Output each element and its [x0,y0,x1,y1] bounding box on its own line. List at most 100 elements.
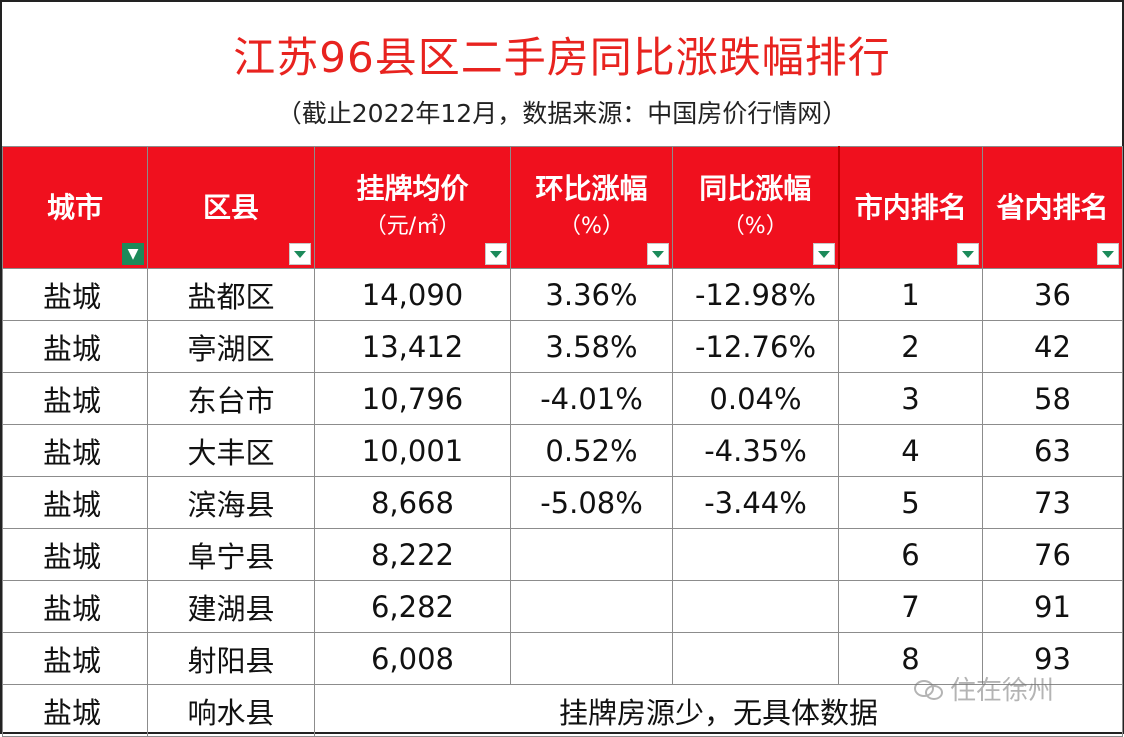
filter-dropdown-icon[interactable] [289,243,311,265]
column-header-label: 市内排名 [854,190,967,224]
chevron-down-icon [962,250,974,258]
column-header-label: 省内排名 [996,190,1109,224]
filter-dropdown-icon[interactable] [1097,243,1119,265]
table-row: 盐城 响水县 挂牌房源少，无具体数据 [2,684,1123,737]
cell-price[interactable]: 10,796 [314,372,511,425]
cell-price[interactable]: 8,222 [314,528,511,581]
chevron-down-icon [294,250,306,258]
column-header-yoy: 同比涨幅 （%） [672,146,840,269]
ranking-table: 城市 ▼ 区县 挂牌均价 （元/㎡） 环比涨幅 （%） [2,146,1123,737]
column-header-label: 环比涨幅 [535,171,648,205]
funnel-icon: ▼ [127,246,139,262]
cell-yoy[interactable]: -12.76% [672,320,839,373]
filter-dropdown-icon[interactable] [812,243,835,265]
cell-province-rank[interactable]: 58 [982,372,1123,425]
cell-city[interactable]: 盐城 [2,320,148,373]
filter-dropdown-icon[interactable] [957,243,979,265]
cell-district[interactable]: 响水县 [147,684,315,737]
header-row: 城市 ▼ 区县 挂牌均价 （元/㎡） 环比涨幅 （%） [2,146,1123,269]
cell-city[interactable]: 盐城 [2,476,148,529]
filter-active-icon[interactable]: ▼ [122,243,144,265]
cell-city[interactable]: 盐城 [2,528,148,581]
cell-city[interactable]: 盐城 [2,684,148,737]
cell-price[interactable]: 8,668 [314,476,511,529]
chevron-down-icon [817,250,830,258]
cell-mom[interactable]: 0.52% [510,424,673,477]
cell-yoy[interactable] [672,580,839,633]
cell-yoy[interactable]: -4.35% [672,424,839,477]
table-row: 盐城 建湖县 6,282 7 91 [2,580,1123,633]
cell-province-rank[interactable]: 73 [982,476,1123,529]
cell-city-rank[interactable]: 3 [838,372,983,425]
cell-mom[interactable]: 3.58% [510,320,673,373]
cell-city-rank[interactable]: 2 [838,320,983,373]
table-row: 盐城 大丰区 10,001 0.52% -4.35% 4 63 [2,424,1123,477]
cell-province-rank[interactable]: 76 [982,528,1123,581]
cell-province-rank[interactable]: 63 [982,424,1123,477]
filter-dropdown-icon[interactable] [485,243,507,265]
chevron-down-icon [652,250,664,258]
cell-yoy[interactable]: -12.98% [672,268,839,321]
cell-district[interactable]: 射阳县 [147,632,315,685]
table-row: 盐城 盐都区 14,090 3.36% -12.98% 1 36 [2,268,1123,321]
table-row: 盐城 阜宁县 8,222 6 76 [2,528,1123,581]
table-row: 盐城 滨海县 8,668 -5.08% -3.44% 5 73 [2,476,1123,529]
page-title: 江苏96县区二手房同比涨跌幅排行 [233,33,891,82]
cell-price[interactable]: 14,090 [314,268,511,321]
column-header-mom: 环比涨幅 （%） [510,146,673,269]
cell-city-rank[interactable]: 4 [838,424,983,477]
watermark: 住在徐州 [914,668,1114,708]
cell-province-rank[interactable]: 91 [982,580,1123,633]
column-header-unit: （%） [559,213,624,239]
cell-price[interactable]: 6,008 [314,632,511,685]
cell-district[interactable]: 大丰区 [147,424,315,477]
column-header-province-rank: 省内排名 [982,146,1123,269]
cell-city-rank[interactable]: 7 [838,580,983,633]
cell-city[interactable]: 盐城 [2,580,148,633]
table-body: 盐城 盐都区 14,090 3.36% -12.98% 1 36 盐城 亭湖区 13,412 3.5… [2,268,1123,737]
filter-dropdown-icon[interactable] [647,243,669,265]
column-header-unit: （%） [722,213,788,239]
cell-city[interactable]: 盐城 [2,372,148,425]
cell-mom[interactable] [510,580,673,633]
cell-yoy[interactable] [672,632,839,685]
cell-city[interactable]: 盐城 [2,424,148,477]
column-header-label: 区县 [202,190,259,224]
cell-city[interactable]: 盐城 [2,268,148,321]
cell-city-rank[interactable]: 5 [838,476,983,529]
cell-price[interactable]: 10,001 [314,424,511,477]
cell-mom[interactable]: -5.08% [510,476,673,529]
cell-province-rank[interactable]: 93 [982,632,1123,685]
cell-district[interactable]: 滨海县 [147,476,315,529]
chevron-down-icon [490,250,502,258]
cell-mom[interactable] [510,528,673,581]
cell-price[interactable]: 6,282 [314,580,511,633]
cell-city-rank[interactable]: 1 [838,268,983,321]
column-header-label: 同比涨幅 [699,171,812,205]
cell-province-rank[interactable]: 42 [982,320,1123,373]
cell-mom[interactable] [510,632,673,685]
cell-city-rank[interactable]: 8 [838,632,983,685]
table-row: 盐城 亭湖区 13,412 3.58% -12.76% 2 42 [2,320,1123,373]
cell-district[interactable]: 建湖县 [147,580,315,633]
chevron-down-icon [1102,250,1114,258]
cell-district[interactable]: 阜宁县 [147,528,315,581]
cell-note[interactable]: 挂牌房源少，无具体数据 [314,684,1123,737]
cell-mom[interactable]: -4.01% [510,372,673,425]
cell-district[interactable]: 亭湖区 [147,320,315,373]
cell-yoy[interactable]: 0.04% [672,372,839,425]
cell-yoy[interactable]: -3.44% [672,476,839,529]
title-block: 江苏96县区二手房同比涨跌幅排行 （截止2022年12月，数据来源：中国房价行情… [2,2,1122,146]
column-header-unit: （元/㎡） [364,213,461,239]
cell-city-rank[interactable]: 6 [838,528,983,581]
column-header-price: 挂牌均价 （元/㎡） [314,146,511,269]
cell-city[interactable]: 盐城 [2,632,148,685]
cell-yoy[interactable] [672,528,839,581]
cell-province-rank[interactable]: 36 [982,268,1123,321]
cell-district[interactable]: 东台市 [147,372,315,425]
cell-mom[interactable]: 3.36% [510,268,673,321]
cell-price[interactable]: 13,412 [314,320,511,373]
cell-district[interactable]: 盐都区 [147,268,315,321]
column-header-label: 挂牌均价 [356,171,469,205]
